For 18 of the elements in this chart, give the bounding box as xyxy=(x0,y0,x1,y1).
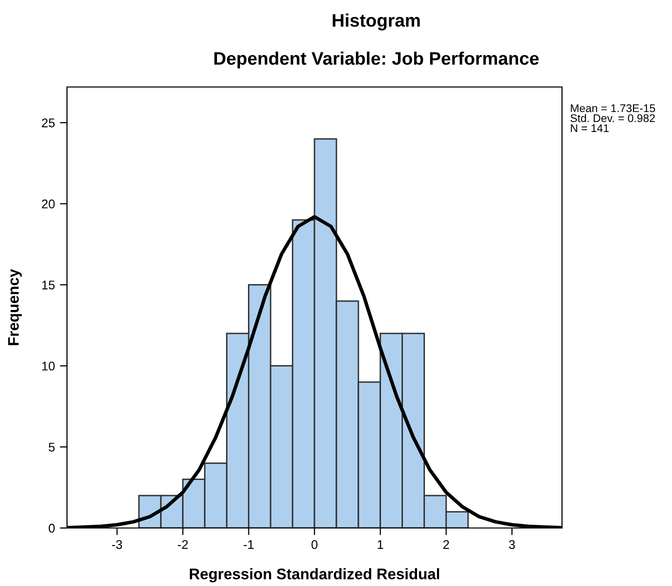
chart-title: Histogram xyxy=(332,14,420,30)
x-tick-label: -1 xyxy=(244,540,254,549)
y-tick-label: 15 xyxy=(42,280,55,290)
x-axis-title: Regression Standardized Residual xyxy=(190,568,440,582)
x-tick-label: -2 xyxy=(178,540,188,549)
chart-subtitle: Dependent Variable: Job Performance xyxy=(214,52,539,68)
y-tick-label: 20 xyxy=(42,200,55,208)
y-tick-label: 5 xyxy=(48,442,55,452)
x-tick-label: 3 xyxy=(508,540,515,549)
y-tick-label: 10 xyxy=(42,362,55,371)
x-tick-label: -3 xyxy=(112,540,122,549)
y-axis-title: Frequency xyxy=(8,268,22,346)
x-tick-label: 1 xyxy=(378,540,384,549)
y-tick-label: 0 xyxy=(48,524,55,533)
x-tick-label: 0 xyxy=(312,540,318,549)
x-tick-label: 2 xyxy=(443,540,449,549)
y-tick-label: 25 xyxy=(42,118,55,128)
text: Mean = 1.73E-15 Std. Dev. = 0.982 N = 141 xyxy=(570,104,656,132)
